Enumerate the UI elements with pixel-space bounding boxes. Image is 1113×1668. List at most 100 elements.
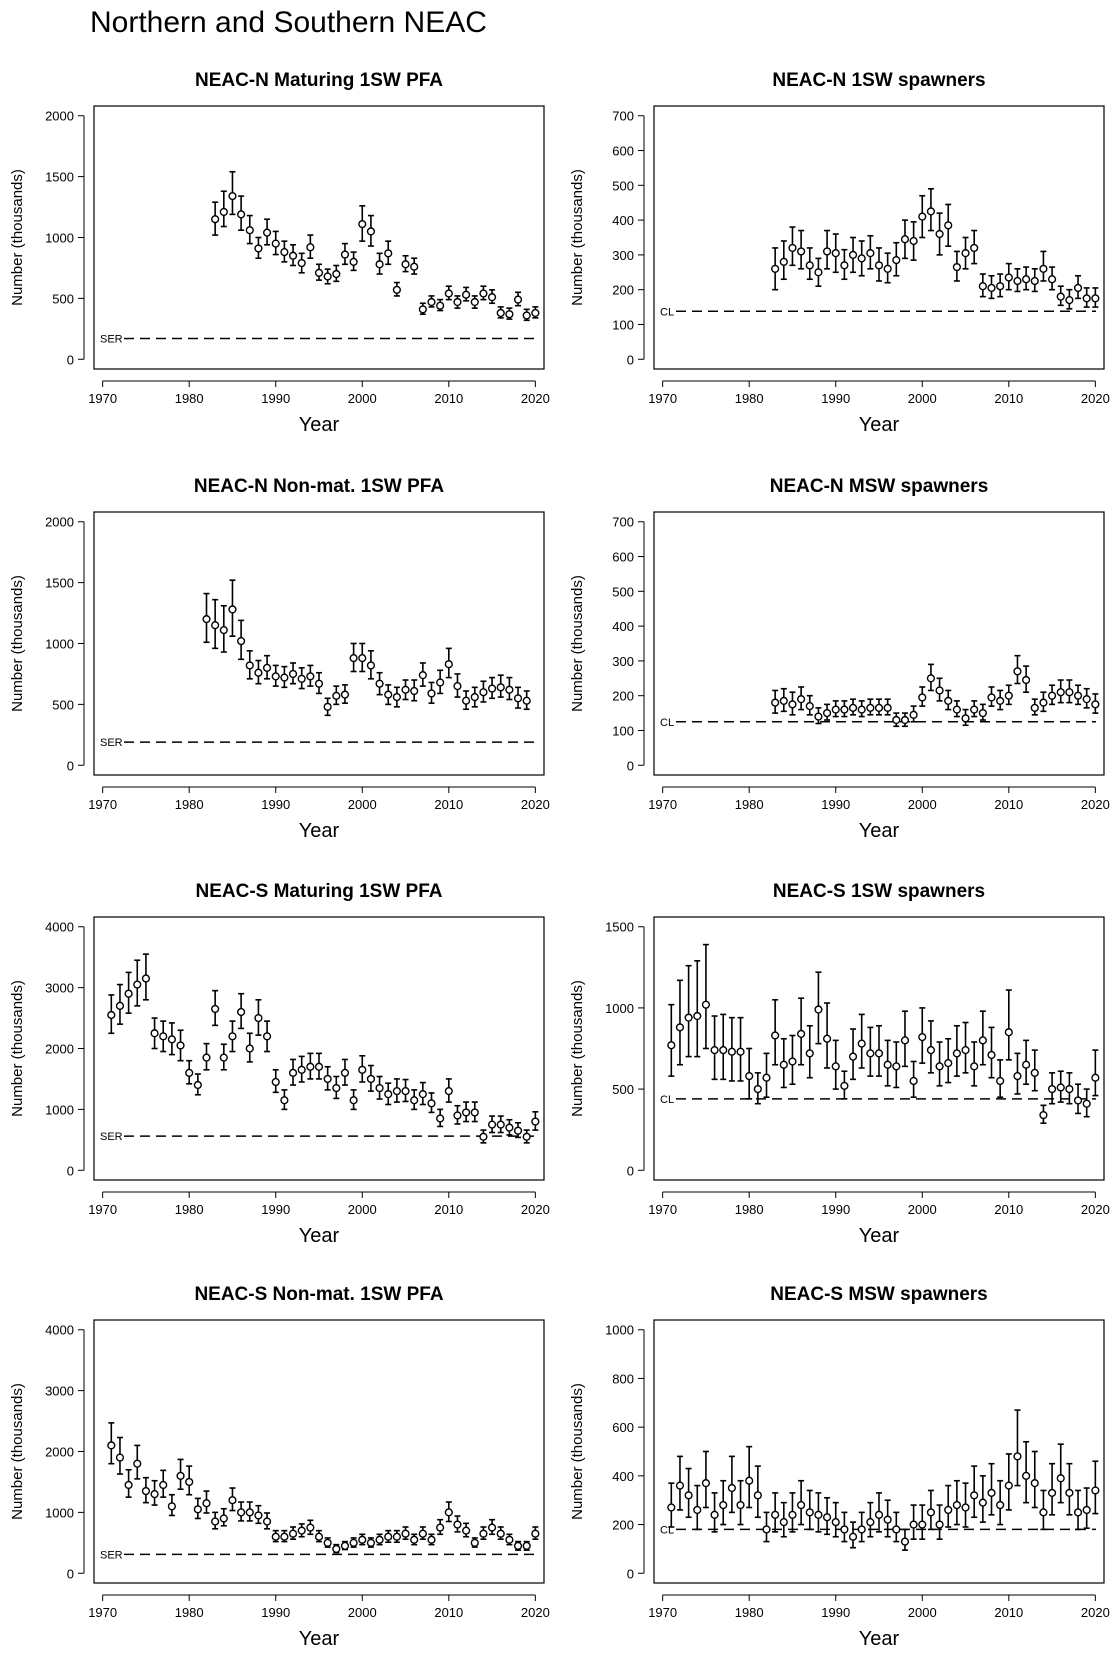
chart-7-title: NEAC-S Non-mat. 1SW PFA xyxy=(194,1284,443,1305)
chart-6-point xyxy=(797,1029,806,1038)
chart-4-y-tick-label: 0 xyxy=(627,758,634,773)
chart-5-point xyxy=(107,1010,116,1020)
chart-6-point xyxy=(779,1060,788,1069)
chart-8-point xyxy=(1013,1452,1022,1461)
chart-8-x-tick-label: 1980 xyxy=(735,1605,764,1620)
chart-6-point xyxy=(701,1000,711,1009)
chart-2-title: NEAC-N 1SW spawners xyxy=(772,70,985,91)
chart-1-point xyxy=(280,248,289,257)
chart-1-title: NEAC-N Maturing 1SW PFA xyxy=(195,70,443,91)
chart-7-point xyxy=(107,1441,116,1450)
chart-7-reference-label: SER xyxy=(100,1549,123,1561)
chart-7-y-tick-label: 4000 xyxy=(45,1323,74,1338)
chart-8-point xyxy=(857,1525,866,1534)
chart-6-y-tick-label: 1000 xyxy=(605,1001,634,1016)
chart-8-y-tick-label: 400 xyxy=(612,1469,634,1484)
chart-5-reference-label: SER xyxy=(100,1131,123,1143)
chart-3-point xyxy=(254,668,263,677)
chart-8-point xyxy=(805,1508,814,1517)
chart-4-x-tick-label: 2010 xyxy=(994,797,1023,812)
chart-3-point xyxy=(487,684,497,693)
chart-7-point xyxy=(176,1471,185,1480)
chart-7-y-tick-label: 1000 xyxy=(45,1505,74,1520)
chart-1-point xyxy=(211,215,220,224)
chart-2-y-tick-label: 400 xyxy=(612,213,634,228)
chart-1-point xyxy=(462,290,471,299)
chart-6-point xyxy=(1047,1084,1057,1094)
chart-5-x-tick-label: 2020 xyxy=(521,1202,550,1217)
chart-6-point xyxy=(961,1046,970,1055)
chart-6-point xyxy=(978,1036,987,1045)
chart-5-point xyxy=(202,1053,211,1062)
chart-1-point xyxy=(332,269,341,279)
chart-2-x-tick-label: 2020 xyxy=(1081,391,1110,406)
chart-6-point xyxy=(909,1076,918,1086)
chart-7-y-tick-label: 3000 xyxy=(45,1384,74,1399)
chart-8-point xyxy=(797,1500,806,1510)
chart-4-point xyxy=(797,695,806,704)
chart-5-point xyxy=(479,1132,488,1141)
chart-5-point xyxy=(531,1117,540,1126)
chart-8-x-tick-label: 1970 xyxy=(648,1605,677,1620)
chart-3-point xyxy=(262,663,272,672)
chart-8-point xyxy=(970,1491,979,1500)
chart-8-point xyxy=(1004,1481,1013,1490)
chart-4-point xyxy=(1004,691,1013,700)
chart-1-point xyxy=(427,297,436,307)
chart-5-point xyxy=(496,1120,505,1129)
chart-4-y-tick-label: 300 xyxy=(612,654,634,669)
chart-1-point xyxy=(496,308,505,318)
chart-7-point xyxy=(314,1532,324,1541)
chart-5-point xyxy=(384,1090,393,1099)
chart-2-point xyxy=(1004,273,1013,282)
chart-7-y-tick-label: 0 xyxy=(67,1566,74,1581)
chart-6-point xyxy=(771,1031,780,1040)
chart-3-y-tick-label: 500 xyxy=(52,697,74,712)
chart-2-point xyxy=(970,243,979,253)
chart-5-point xyxy=(340,1068,350,1077)
chart-2-reference-label: CL xyxy=(660,306,674,318)
chart-1-point xyxy=(262,228,272,237)
chart-7-point xyxy=(358,1535,367,1544)
chart-7-point xyxy=(306,1523,315,1532)
chart-1-point xyxy=(479,289,488,298)
chart-5-point xyxy=(185,1068,194,1077)
chart-2-plot-frame xyxy=(653,105,1105,370)
chart-3-point xyxy=(297,674,306,683)
chart-6-point xyxy=(822,1034,832,1043)
chart-3-point xyxy=(410,686,419,696)
chart-5-point xyxy=(237,1007,246,1017)
chart-1-y-tick-label: 1000 xyxy=(45,231,74,246)
chart-6-point xyxy=(866,1049,875,1058)
chart-6-point xyxy=(788,1057,797,1066)
chart-4-point xyxy=(1047,691,1057,700)
chart-8-point xyxy=(727,1483,736,1493)
chart-8-x-tick-label: 1990 xyxy=(821,1605,850,1620)
chart-8-point xyxy=(909,1520,918,1529)
chart-8-point xyxy=(1039,1508,1048,1517)
chart-1-x-tick-label: 1990 xyxy=(261,391,290,406)
chart-7-point xyxy=(384,1532,393,1541)
chart-3-point xyxy=(349,654,358,663)
chart-1-point xyxy=(245,226,254,235)
chart-5-point xyxy=(288,1068,298,1077)
chart-7-point xyxy=(375,1535,384,1544)
chart-8-x-tick-label: 2010 xyxy=(994,1605,1023,1620)
chart-8-point xyxy=(814,1510,823,1519)
chart-2-y-tick-label: 0 xyxy=(627,352,634,367)
chart-7-point xyxy=(513,1541,523,1550)
chart-7-point xyxy=(531,1529,540,1538)
chart-3-point xyxy=(306,672,315,681)
chart-3-point xyxy=(340,690,350,699)
chart-5-y-tick-label: 4000 xyxy=(45,920,74,935)
chart-5-point xyxy=(141,974,151,983)
chart-8-point xyxy=(693,1505,702,1515)
chart-2-y-tick-label: 200 xyxy=(612,283,634,298)
chart-3-plot-frame xyxy=(93,511,545,776)
chart-6-point xyxy=(745,1071,754,1081)
chart-2-point xyxy=(892,256,901,265)
chart-1-point xyxy=(288,251,298,260)
chart-1-y-tick-label: 0 xyxy=(67,352,74,367)
chart-2-point xyxy=(987,283,996,293)
chart-7-point xyxy=(167,1502,176,1511)
